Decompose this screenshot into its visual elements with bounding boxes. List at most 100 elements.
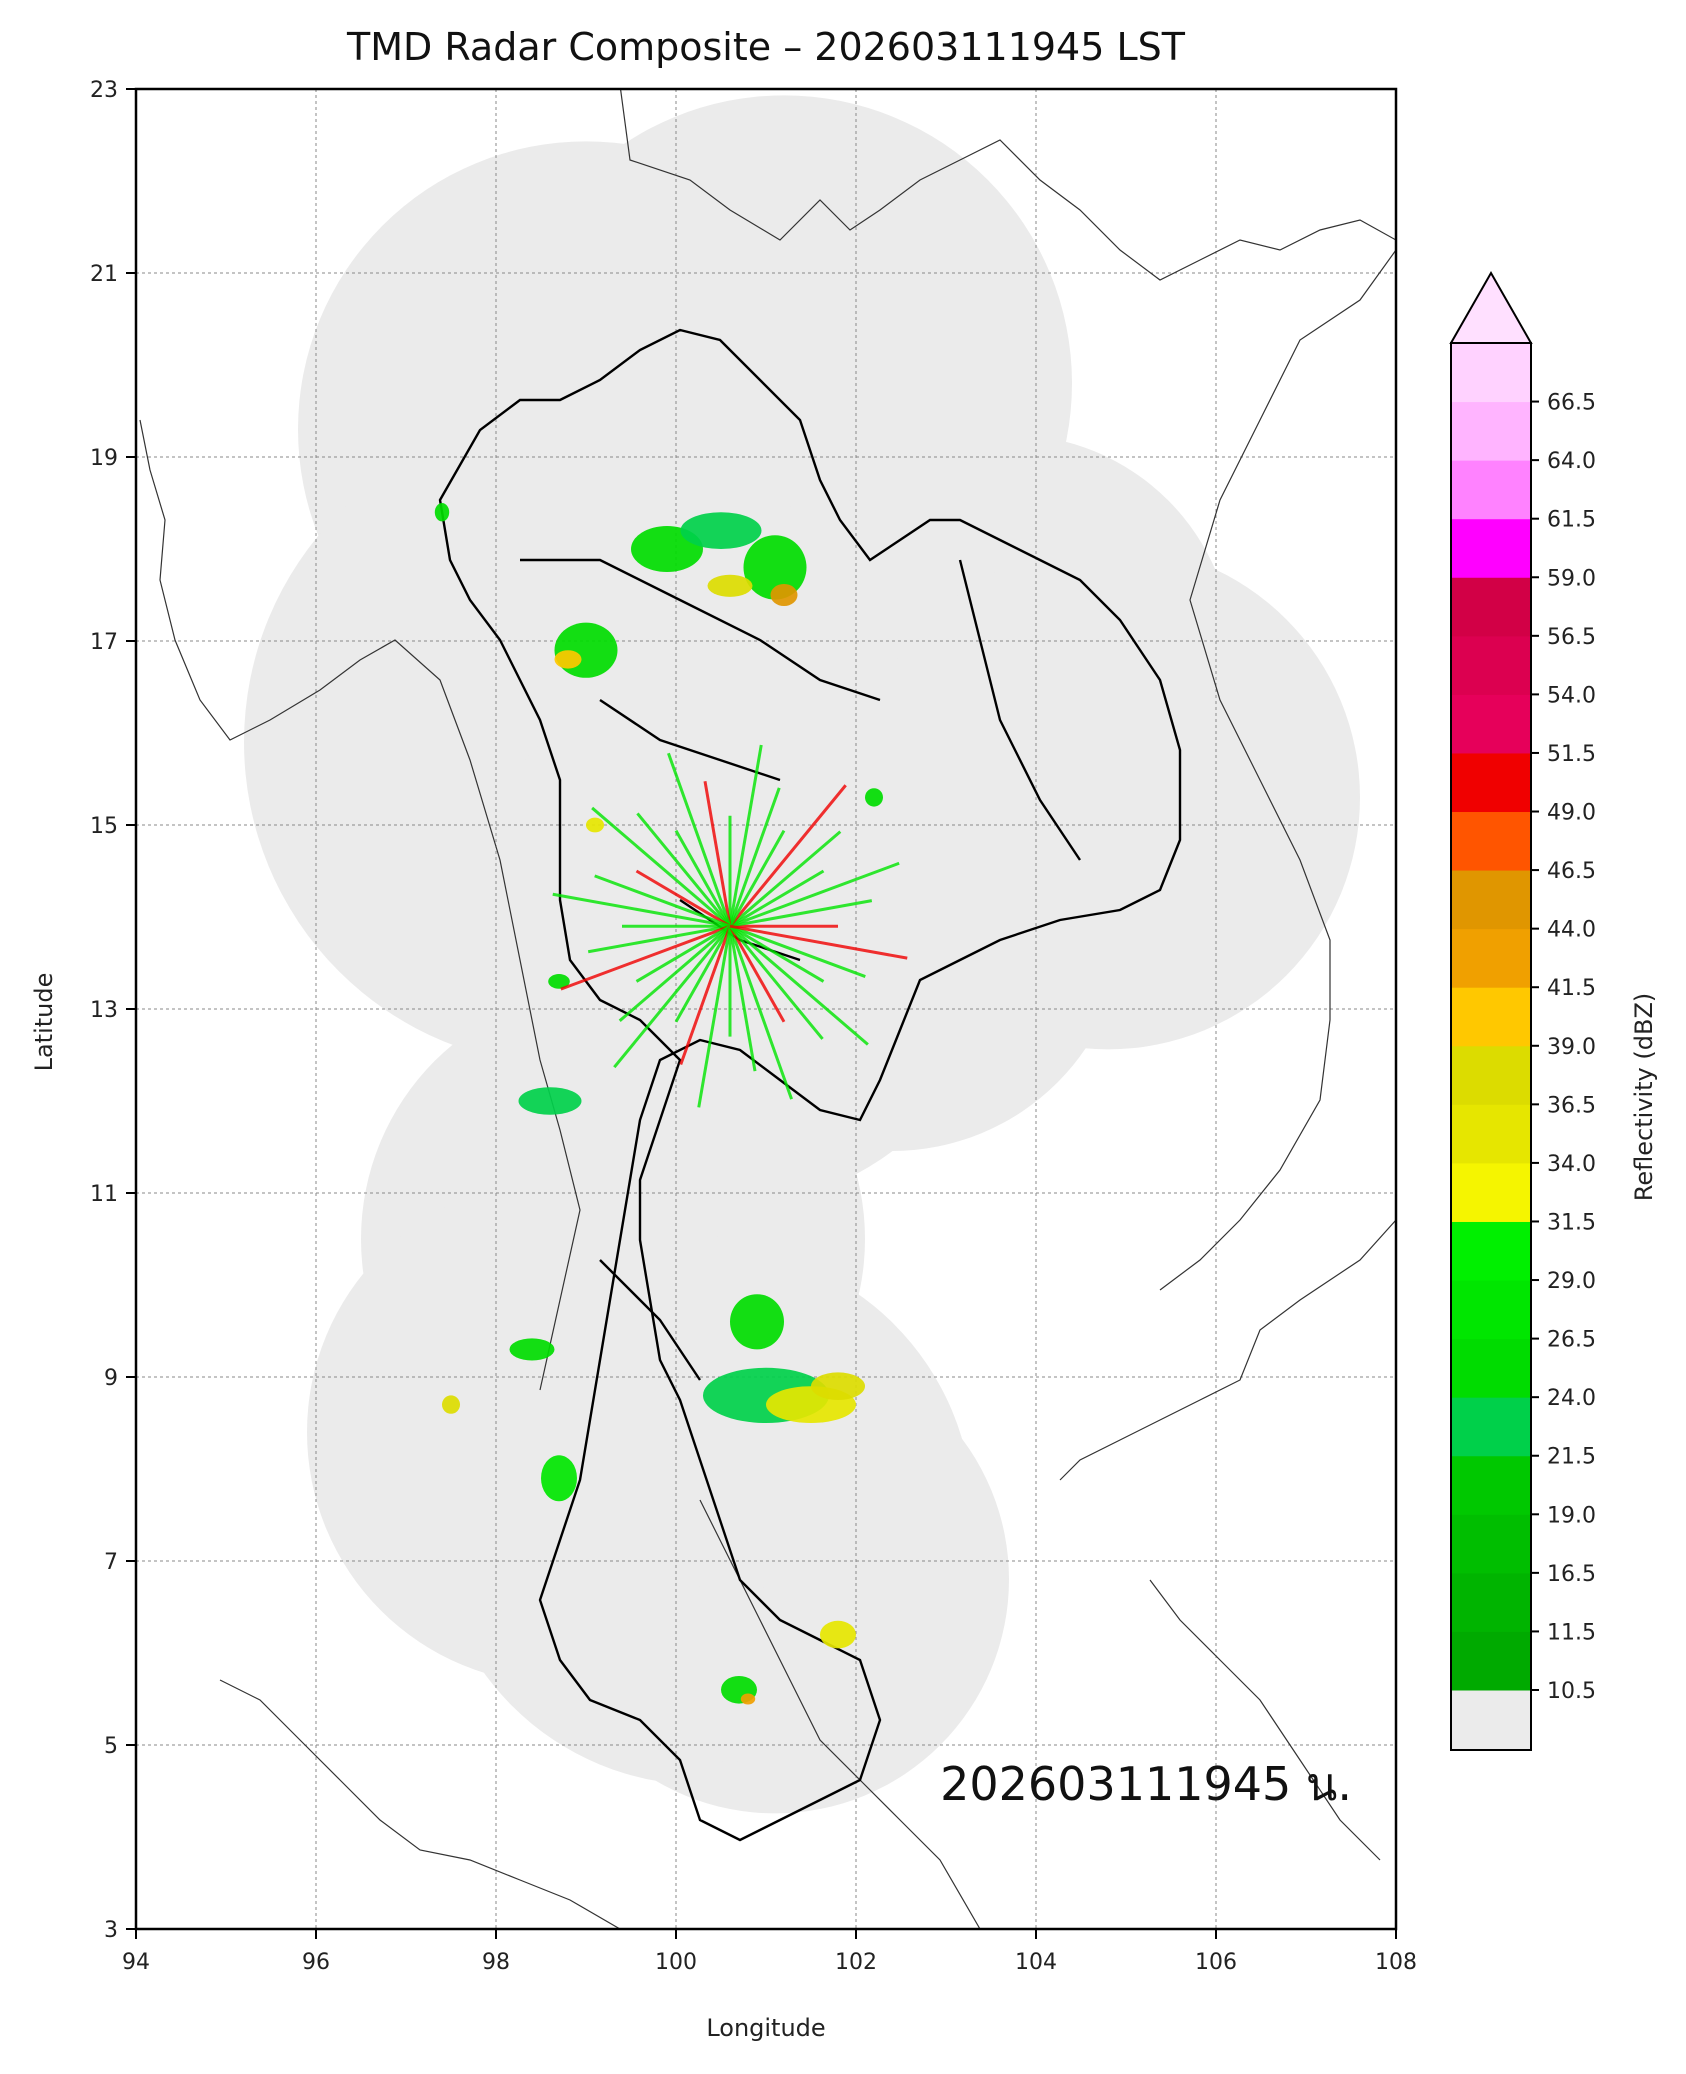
echo-spoke <box>728 744 763 927</box>
echo-spoke <box>552 892 731 928</box>
x-tick-label: 106 <box>1195 1950 1237 1975</box>
colorbar-swatch <box>1451 401 1531 461</box>
colorbar-swatch <box>1451 1045 1531 1105</box>
colorbar-tick-label: 16.5 <box>1547 1562 1596 1587</box>
echo-cell <box>442 1395 460 1414</box>
colorbar-swatch <box>1451 460 1531 520</box>
echo-cell <box>707 574 753 597</box>
x-tick-label: 108 <box>1375 1950 1417 1975</box>
echo-spoke <box>674 829 732 927</box>
radar-coverage-circle <box>640 1581 820 1762</box>
chart-title: TMD Radar Composite – 202603111945 LST <box>346 25 1186 69</box>
colorbar-tick-label: 34.0 <box>1547 1152 1596 1177</box>
colorbar-tick-label: 10.5 <box>1547 1679 1596 1704</box>
x-tick-label: 102 <box>835 1950 877 1975</box>
echo-cell <box>586 817 604 833</box>
echo-spoke <box>729 924 825 983</box>
colorbar-tick-label: 51.5 <box>1547 742 1596 767</box>
echo-cell <box>548 974 570 989</box>
y-tick-label: 7 <box>104 1550 118 1575</box>
echo-spoke <box>728 787 781 927</box>
colorbar-tick-label: 54.0 <box>1547 683 1596 708</box>
colorbar-swatch <box>1451 577 1531 637</box>
colorbar-extend-arrow <box>1449 270 1533 344</box>
echo-spoke <box>594 874 731 928</box>
colorbar-tick-label: 36.5 <box>1547 1093 1596 1118</box>
echo-spoke <box>635 869 731 928</box>
colorbar-swatch <box>1451 343 1531 403</box>
colorbar-swatch <box>1451 1104 1531 1164</box>
colorbar-swatch <box>1451 635 1531 695</box>
echo-spoke <box>729 924 866 978</box>
echo-cell <box>509 1338 555 1361</box>
echo-spoke <box>697 925 732 1108</box>
colorbar-swatch <box>1451 752 1531 813</box>
colorbar-swatch <box>1451 1455 1531 1515</box>
y-tick-label: 11 <box>90 1182 118 1207</box>
echo-spoke <box>729 869 825 928</box>
colorbar-swatch <box>1451 518 1531 578</box>
colorbar-swatch <box>1451 1221 1531 1281</box>
colorbar-swatch <box>1451 1397 1531 1457</box>
colorbar-swatch <box>1451 1280 1531 1340</box>
x-tick-label: 94 <box>122 1950 150 1975</box>
colorbar-tick-label: 61.5 <box>1547 508 1596 533</box>
y-tick-label: 21 <box>90 262 118 287</box>
timestamp-label: 202603111945 น. <box>940 1757 1352 1811</box>
echo-spoke <box>728 925 793 1100</box>
colorbar-nodata-swatch <box>1451 1690 1531 1750</box>
colorbar-tick-label: 41.5 <box>1547 976 1596 1001</box>
echo-cell <box>740 1693 756 1705</box>
echo-cell <box>743 535 807 600</box>
colorbar-tick-label: 29.0 <box>1547 1269 1596 1294</box>
echo-cell <box>770 583 798 607</box>
y-tick-label: 15 <box>90 814 118 839</box>
colorbar-tick-label: 64.0 <box>1547 449 1596 474</box>
colorbar-tick-label: 59.0 <box>1547 566 1596 591</box>
echo-spoke <box>703 780 732 927</box>
x-axis-ticks: 94 96 98 100 102 104 106 108 <box>122 1929 1417 1975</box>
y-axis-label: Latitude <box>30 973 58 1072</box>
echo-cell <box>680 512 762 549</box>
echo-spoke <box>729 861 900 928</box>
x-tick-label: 96 <box>302 1950 330 1975</box>
echo-cell <box>865 788 883 807</box>
y-tick-label: 17 <box>90 630 118 655</box>
colorbar-tick-label: 24.0 <box>1547 1386 1596 1411</box>
grid-lines <box>136 89 1396 1929</box>
colorbar-swatch <box>1451 1338 1531 1398</box>
y-tick-label: 3 <box>104 1918 118 1943</box>
colorbar-swatch <box>1451 1514 1531 1574</box>
echo-cell <box>811 1372 865 1400</box>
colorbar-tick-label: 49.0 <box>1547 801 1596 826</box>
colorbar-tick-label: 66.5 <box>1547 391 1596 416</box>
echo-spoke <box>729 924 908 960</box>
echo-cell <box>554 622 618 678</box>
precipitation-echoes <box>434 503 908 1705</box>
y-tick-label: 19 <box>90 446 118 471</box>
colorbar-swatch <box>1451 870 1531 930</box>
colorbar-tick-label: 44.0 <box>1547 918 1596 943</box>
colorbar-swatch <box>1451 987 1531 1047</box>
echo-spoke <box>674 925 732 1023</box>
colorbar-swatch <box>1451 1572 1531 1632</box>
colorbar-swatch <box>1451 694 1531 754</box>
echo-spoke <box>591 806 731 928</box>
colorbar-tick-label: 26.5 <box>1547 1328 1596 1353</box>
echo-cell <box>820 1620 856 1649</box>
x-tick-label: 98 <box>482 1950 510 1975</box>
map-area <box>136 89 1396 1929</box>
colorbar-swatch <box>1451 1631 1531 1691</box>
y-tick-label: 5 <box>104 1734 118 1759</box>
colorbar-swatch <box>1451 1162 1531 1222</box>
colorbar-tick-label: 11.5 <box>1547 1620 1596 1645</box>
colorbar: 10.5 11.5 16.5 19.0 21.5 24.0 26.5 29.0 31.5 34.0… <box>1449 270 1596 1751</box>
echo-spoke <box>679 925 732 1066</box>
colorbar-label: Reflectivity (dBZ) <box>1630 993 1658 1202</box>
echo-spoke <box>728 925 786 1023</box>
colorbar-tick-label: 39.0 <box>1547 1035 1596 1060</box>
echo-cell <box>554 650 582 669</box>
colorbar-swatch <box>1451 928 1531 988</box>
echo-spoke <box>613 925 732 1069</box>
echo-cell <box>541 1455 577 1502</box>
